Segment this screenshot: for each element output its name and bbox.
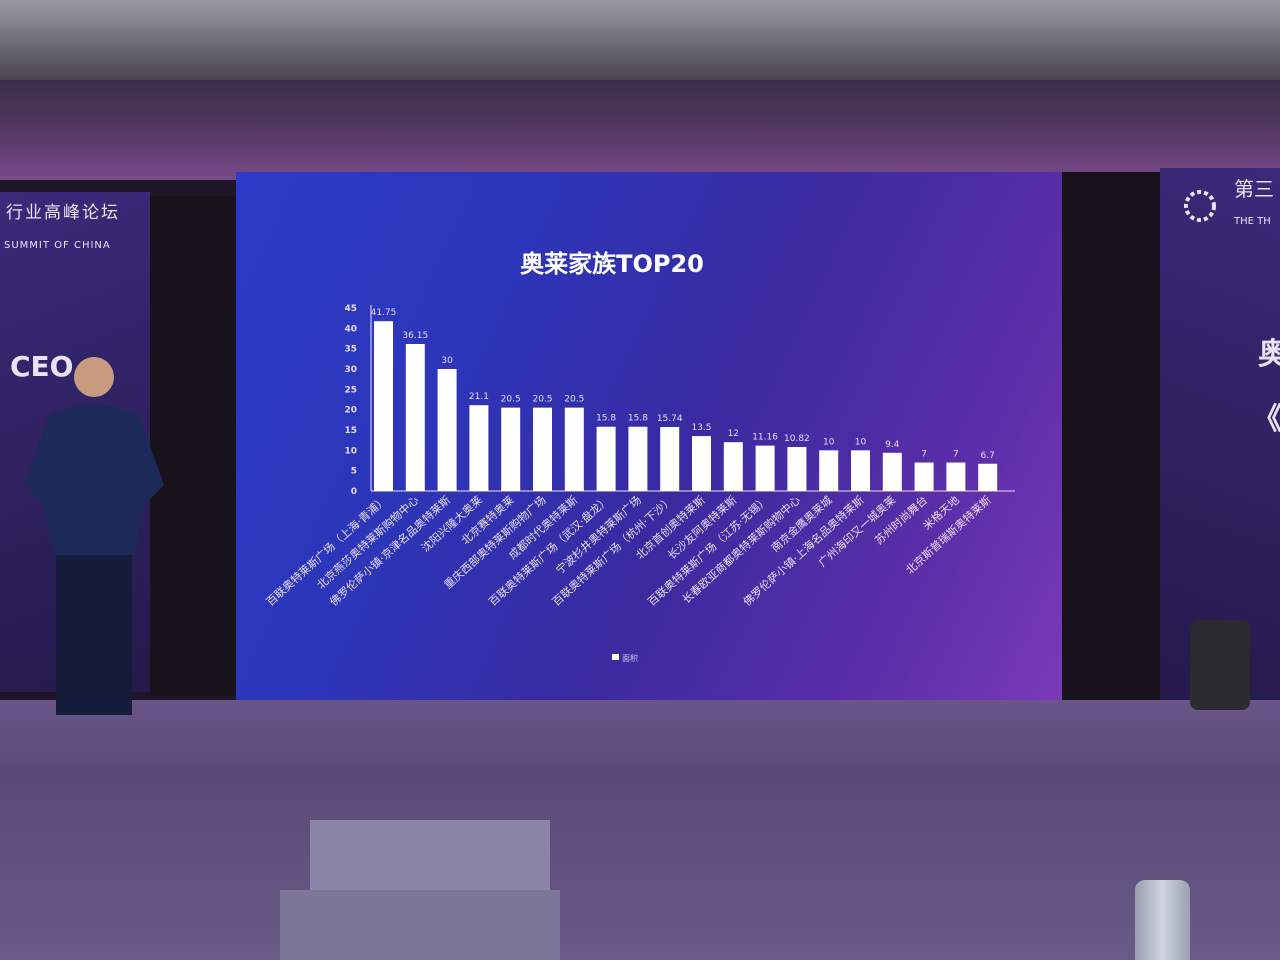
y-tick-label: 45 (344, 304, 357, 314)
water-bottle (1135, 880, 1190, 960)
bar (914, 462, 934, 491)
data-label: 10.82 (784, 434, 810, 444)
projection-screen (236, 172, 1062, 703)
logo-icon (1184, 190, 1216, 222)
y-tick-label: 15 (344, 426, 357, 436)
data-label: 41.75 (371, 308, 397, 318)
data-label: 20.5 (501, 395, 521, 405)
stage-steps (280, 820, 580, 960)
bar (628, 426, 648, 491)
legend-swatch (612, 654, 619, 660)
y-tick-label: 35 (344, 345, 357, 355)
bar (723, 442, 743, 491)
bar (946, 462, 966, 491)
bar (755, 445, 775, 491)
stage-floor (0, 700, 1280, 960)
data-label: 20.5 (532, 395, 552, 405)
bar (660, 426, 680, 491)
data-label: 10 (855, 437, 867, 447)
stage-light (1190, 620, 1250, 710)
y-tick-label: 5 (351, 467, 357, 477)
bar (787, 446, 807, 491)
y-tick-label: 40 (344, 324, 357, 334)
x-tick-label: 佛罗伦萨小镇·京津名品奥特莱斯 (327, 493, 453, 609)
right-banner-text-2: 《 (1252, 402, 1280, 437)
data-label: 21.1 (469, 392, 489, 402)
data-label: 15.8 (628, 414, 648, 424)
bar (469, 405, 489, 491)
right-banner: 第三 THE TH 奥 《 (1160, 168, 1280, 708)
bar (978, 463, 998, 491)
right-banner-title: 第三 (1234, 177, 1274, 201)
bar (501, 407, 521, 491)
y-tick-label: 20 (344, 406, 357, 416)
left-banner-title: 行业高峰论坛 (6, 203, 120, 223)
data-label: 36.15 (402, 331, 428, 341)
data-label: 15.8 (596, 414, 616, 424)
data-label: 9.4 (885, 440, 900, 450)
data-label: 6.7 (981, 451, 995, 461)
right-banner-subtitle: THE TH (1234, 216, 1271, 227)
bar (564, 407, 584, 491)
data-label: 11.16 (752, 433, 778, 443)
bar (819, 450, 839, 491)
y-tick-label: 0 (351, 487, 357, 497)
chart-title: 奥莱家族TOP20 (520, 250, 704, 278)
pillar (150, 196, 236, 696)
legend-label: 面积 (622, 653, 638, 663)
bar (596, 426, 616, 491)
bar (437, 369, 457, 491)
data-label: 13.5 (691, 423, 711, 433)
bar (405, 343, 425, 491)
data-label: 12 (728, 429, 739, 439)
left-banner-subtitle: SUMMIT OF CHINA (4, 240, 111, 251)
speaker (24, 357, 164, 715)
left-banner-ceo: CEO (10, 350, 74, 383)
bar (851, 450, 870, 491)
y-tick-label: 25 (344, 385, 357, 395)
y-tick-label: 10 (344, 446, 357, 456)
y-tick-label: 30 (344, 365, 357, 375)
pillar (1062, 172, 1160, 708)
data-label: 7 (921, 450, 927, 460)
bar (374, 321, 393, 491)
bar (692, 436, 711, 491)
ceiling (0, 0, 1280, 80)
right-banner-text: 奥 (1258, 337, 1280, 372)
data-label: 30 (441, 356, 453, 366)
bar (882, 452, 902, 491)
lighting-truss (0, 80, 1280, 180)
x-tick-label: 百联奥特莱斯广场（上海·青浦） (263, 493, 389, 609)
data-label: 20.5 (564, 395, 584, 405)
data-label: 10 (823, 437, 835, 447)
data-label: 15.74 (657, 414, 683, 424)
data-label: 7 (953, 450, 959, 460)
bar (533, 407, 552, 491)
